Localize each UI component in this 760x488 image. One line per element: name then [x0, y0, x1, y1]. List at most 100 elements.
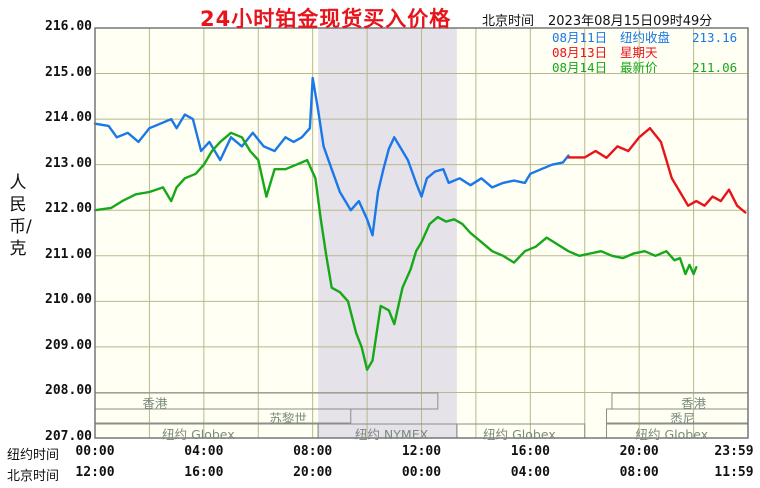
- data-point: [736, 204, 739, 207]
- data-point: [230, 136, 232, 139]
- data-point: [387, 147, 390, 150]
- x-tick-bj: 11:59: [714, 465, 754, 480]
- data-point: [251, 131, 254, 134]
- x-tick-bj: 04:00: [510, 465, 550, 480]
- data-point: [194, 172, 197, 175]
- data-point: [480, 241, 483, 244]
- y-tick-label: 210.00: [45, 292, 92, 308]
- data-point: [292, 140, 295, 143]
- data-point: [241, 145, 243, 148]
- data-point: [695, 266, 698, 269]
- data-point: [387, 309, 390, 312]
- x-tick-bj: 08:00: [619, 465, 659, 480]
- ny-time-row-label: 纽约时间: [7, 448, 60, 463]
- data-point: [594, 150, 597, 152]
- data-point: [406, 159, 409, 162]
- data-point: [578, 254, 581, 257]
- data-point: [284, 168, 287, 171]
- data-point: [284, 136, 287, 139]
- data-point: [398, 145, 401, 148]
- data-point: [583, 156, 586, 159]
- data-point: [393, 323, 396, 326]
- data-point: [420, 195, 423, 198]
- data-point: [257, 159, 260, 162]
- data-point: [309, 127, 311, 130]
- y-tick-label: 212.00: [45, 201, 92, 217]
- data-point: [447, 181, 450, 184]
- data-point: [358, 200, 360, 203]
- data-point: [567, 154, 570, 157]
- data-point: [355, 332, 358, 335]
- data-point: [415, 181, 417, 184]
- data-point: [445, 220, 447, 223]
- data-point: [491, 186, 494, 189]
- data-point: [627, 150, 630, 152]
- timezone-label: 北京时间: [482, 14, 535, 29]
- data-point: [453, 218, 456, 221]
- data-point: [692, 273, 695, 275]
- data-point: [562, 161, 564, 164]
- data-point: [311, 77, 314, 80]
- x-tick-ny: 00:00: [75, 444, 115, 459]
- data-point: [469, 232, 472, 234]
- data-point: [688, 263, 691, 266]
- data-point: [523, 181, 526, 184]
- data-point: [262, 145, 265, 148]
- data-point: [679, 191, 681, 193]
- y-tick-label: 207.00: [45, 429, 92, 444]
- data-point: [377, 191, 379, 193]
- data-point: [660, 140, 662, 143]
- y-tick-label: 216.00: [45, 19, 92, 34]
- y-tick-label: 209.00: [45, 337, 92, 353]
- series-aug11: [93, 76, 570, 237]
- data-point: [469, 184, 472, 187]
- data-point: [200, 150, 203, 152]
- session-label: 香港: [142, 396, 168, 411]
- data-point: [649, 127, 651, 130]
- x-tick-bj: 00:00: [401, 465, 442, 480]
- x-tick-ny: 16:00: [510, 444, 550, 459]
- y-axis-label: 人民币/克: [9, 173, 32, 259]
- data-point: [551, 163, 553, 166]
- data-point: [621, 257, 624, 259]
- x-tick-ny: 20:00: [619, 444, 659, 459]
- data-point: [300, 136, 303, 139]
- data-point: [428, 222, 431, 225]
- data-point: [202, 163, 205, 166]
- data-point: [349, 209, 352, 212]
- y-tick-label: 215.00: [45, 64, 92, 80]
- data-point: [409, 268, 412, 271]
- data-point: [211, 150, 213, 152]
- session-label: 苏黎世: [269, 411, 307, 426]
- data-point: [170, 200, 173, 203]
- series-aug13: [567, 126, 747, 214]
- data-point: [366, 218, 368, 221]
- data-point: [502, 254, 505, 257]
- x-tick-ny: 12:00: [401, 444, 442, 459]
- data-point: [306, 159, 309, 162]
- data-point: [589, 252, 592, 255]
- x-tick-ny: 08:00: [293, 444, 333, 459]
- data-point: [249, 150, 251, 152]
- data-point: [556, 243, 559, 246]
- data-point: [148, 127, 151, 130]
- series-line: [567, 126, 747, 214]
- data-point: [665, 159, 668, 162]
- y-tick-label: 208.00: [45, 383, 92, 399]
- y-tick-label: 214.00: [45, 110, 92, 126]
- data-point: [480, 177, 483, 180]
- data-point: [325, 254, 328, 257]
- chart-title: 24小时铂金现货买入价格: [200, 7, 452, 31]
- data-point: [314, 177, 317, 180]
- session-label: 香港: [681, 396, 707, 411]
- x-tick-bj: 20:00: [293, 465, 333, 480]
- data-point: [434, 170, 437, 173]
- data-point: [159, 122, 162, 125]
- data-point: [728, 188, 730, 191]
- data-point: [265, 195, 268, 198]
- chart-subtitle: 北京时间 2023年08月15日09时49分: [482, 10, 712, 29]
- legend-label: 最新价: [620, 60, 658, 75]
- data-point: [744, 211, 747, 214]
